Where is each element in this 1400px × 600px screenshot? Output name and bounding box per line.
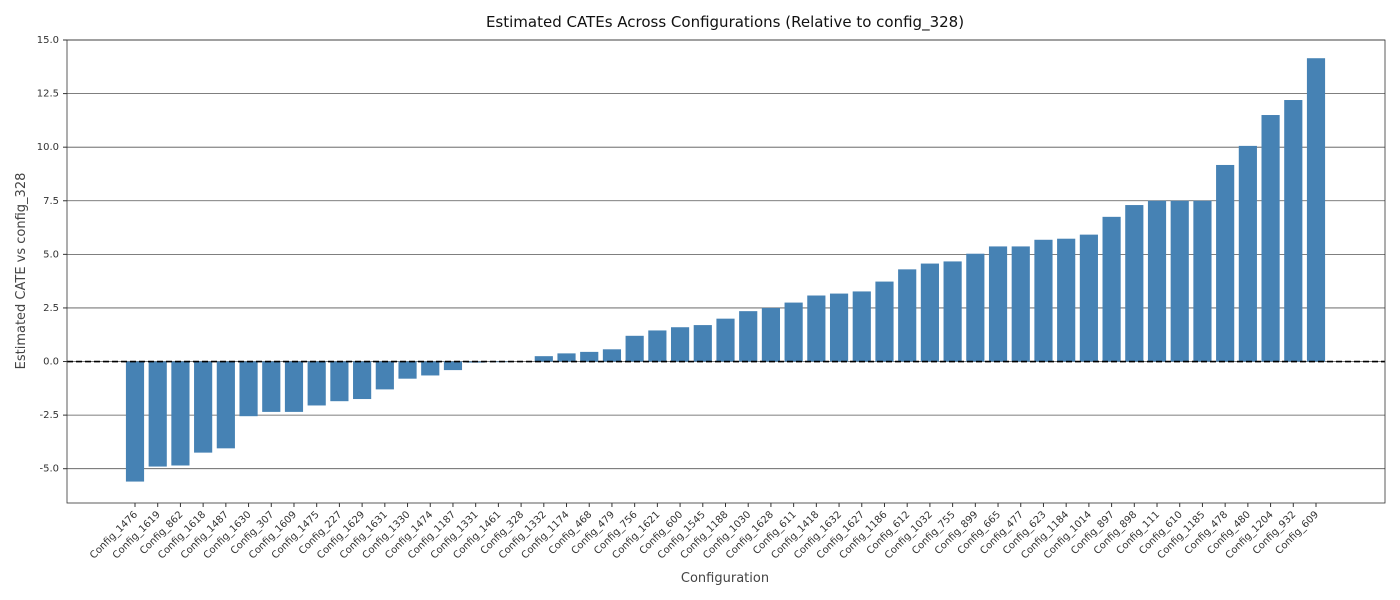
bar — [239, 361, 258, 417]
bar — [1306, 58, 1326, 362]
bar — [739, 311, 758, 362]
bar — [375, 361, 394, 390]
bar — [1261, 115, 1280, 362]
bar — [648, 330, 667, 362]
bar — [1170, 200, 1189, 362]
y-tick-label: -5.0 — [39, 464, 59, 475]
bar — [534, 356, 553, 362]
bar — [489, 361, 508, 363]
bar — [421, 361, 440, 376]
bar — [988, 246, 1008, 362]
bar — [602, 349, 622, 362]
y-tick-label: 5.0 — [43, 249, 59, 260]
bar — [1193, 200, 1212, 362]
bar — [716, 318, 735, 362]
bar — [330, 361, 349, 402]
bar — [284, 361, 304, 412]
bar — [148, 361, 167, 467]
y-tick-label: 15.0 — [37, 35, 59, 46]
bar — [670, 327, 690, 362]
bar — [966, 253, 985, 362]
y-tick-label: 10.0 — [37, 142, 59, 153]
plot-frame — [66, 39, 1386, 504]
bar — [171, 361, 190, 466]
bar — [1238, 145, 1257, 362]
bar — [852, 291, 871, 362]
bar — [1284, 100, 1303, 362]
bar — [1147, 200, 1167, 362]
bar — [443, 361, 463, 371]
y-tick-label: 0.0 — [43, 357, 59, 368]
y-tick-label: 2.5 — [43, 303, 59, 314]
bar — [761, 307, 781, 362]
bar — [125, 361, 145, 482]
y-axis-label: Estimated CATE vs config_328 — [14, 173, 29, 370]
bar — [557, 353, 576, 362]
bar — [262, 361, 281, 412]
bar — [693, 325, 712, 362]
y-tick-label: -2.5 — [39, 410, 59, 421]
bar — [784, 302, 803, 362]
bar — [625, 335, 644, 362]
bar — [216, 361, 235, 449]
bar — [1034, 239, 1053, 362]
bar — [920, 263, 939, 362]
bar — [829, 293, 849, 362]
bar — [1079, 234, 1098, 362]
bar — [307, 361, 326, 406]
bar — [398, 361, 417, 379]
bar — [1102, 216, 1121, 362]
bar — [1125, 205, 1144, 362]
bar — [1011, 246, 1030, 362]
bar — [898, 269, 917, 362]
x-axis-label: Configuration — [681, 571, 769, 586]
bar — [943, 261, 962, 362]
bar — [807, 295, 826, 362]
bar — [1216, 164, 1235, 362]
bar — [353, 361, 372, 400]
bar — [875, 281, 894, 362]
bar — [194, 361, 213, 453]
chart-title: Estimated CATEs Across Configurations (R… — [486, 13, 964, 32]
y-tick-label: 7.5 — [43, 196, 59, 207]
y-tick-label: 12.5 — [37, 89, 59, 100]
bar — [1057, 238, 1076, 362]
bar — [580, 351, 599, 362]
